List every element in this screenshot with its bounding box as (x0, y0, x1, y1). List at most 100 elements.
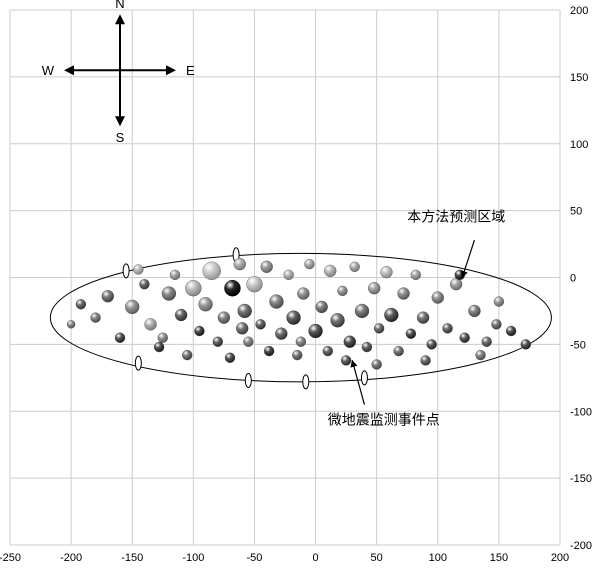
event-point (406, 329, 416, 339)
event-point (355, 304, 369, 318)
event-point (225, 353, 235, 363)
event-point (341, 355, 351, 365)
compass-label-w: W (42, 63, 55, 78)
event-point (482, 337, 492, 347)
event-point (316, 301, 328, 313)
event-point (261, 261, 273, 273)
event-point (133, 264, 143, 274)
event-point (380, 266, 392, 278)
event-point (203, 262, 221, 280)
event-point (506, 326, 516, 336)
x-tick-label: -50 (246, 552, 262, 564)
event-point (398, 288, 410, 300)
x-tick-label: 200 (551, 552, 569, 564)
event-point (236, 322, 248, 334)
event-point (145, 318, 157, 330)
x-tick-label: 50 (371, 552, 383, 564)
event-point (238, 304, 252, 318)
event-point (115, 333, 125, 343)
event-point (199, 297, 213, 311)
event-point (368, 282, 380, 294)
event-point (450, 278, 462, 290)
perforation-marker (245, 373, 251, 387)
compass-label-n: N (115, 0, 124, 11)
event-point (460, 333, 470, 343)
annotation-region-label: 本方法预测区域 (407, 208, 505, 224)
event-point (427, 339, 437, 349)
y-tick-label: -150 (570, 473, 592, 485)
y-tick-label: -100 (570, 406, 592, 418)
event-point (287, 311, 301, 325)
x-tick-label: -250 (0, 552, 21, 564)
event-point (139, 279, 149, 289)
y-tick-label: 200 (570, 5, 588, 17)
event-point (362, 342, 372, 352)
event-point (162, 287, 176, 301)
event-point (494, 297, 504, 307)
event-point (297, 288, 309, 300)
event-point (372, 359, 382, 369)
event-point (304, 259, 314, 269)
y-tick-label: 100 (570, 139, 588, 151)
event-point (344, 336, 356, 348)
event-point (170, 270, 180, 280)
event-point (331, 313, 345, 327)
perforation-marker (361, 371, 367, 385)
y-tick-label: 150 (570, 72, 588, 84)
x-tick-label: 0 (312, 552, 318, 564)
event-point (246, 276, 262, 292)
perforation-marker (135, 356, 141, 370)
event-point (102, 290, 114, 302)
event-point (275, 328, 287, 340)
event-point (337, 286, 347, 296)
compass-label-s: S (116, 130, 125, 145)
event-point (296, 337, 306, 347)
event-point (476, 350, 486, 360)
event-point (443, 323, 453, 333)
event-point (394, 346, 404, 356)
x-tick-label: 100 (429, 552, 447, 564)
x-tick-label: -200 (60, 552, 82, 564)
event-point (154, 342, 164, 352)
y-tick-label: -50 (570, 339, 586, 351)
event-point (67, 320, 75, 328)
y-tick-label: 0 (570, 273, 576, 285)
event-point (234, 258, 246, 270)
event-point (324, 265, 336, 277)
event-point (432, 292, 444, 304)
scatter-chart: -250-200-150-100-50050100150200-200-150-… (0, 0, 605, 576)
y-tick-label: 50 (570, 206, 582, 218)
event-point (269, 295, 283, 309)
event-point (76, 299, 86, 309)
event-point (421, 355, 431, 365)
event-point (194, 326, 204, 336)
event-point (158, 333, 168, 343)
event-point (213, 337, 223, 347)
y-tick-label: -200 (570, 540, 592, 552)
event-point (264, 346, 274, 356)
annotation-event-label: 微地震监测事件点 (328, 412, 440, 428)
event-point (374, 323, 384, 333)
event-point (491, 319, 501, 329)
perforation-marker (303, 375, 309, 389)
perforation-marker (123, 264, 129, 278)
event-point (182, 350, 192, 360)
hub-point (224, 280, 240, 296)
event-point (185, 280, 201, 296)
event-point (411, 270, 421, 280)
event-point (468, 305, 480, 317)
event-point (350, 262, 360, 272)
x-tick-label: 150 (490, 552, 508, 564)
event-point (521, 339, 531, 349)
event-point (323, 346, 333, 356)
event-point (292, 350, 302, 360)
compass-label-e: E (186, 63, 195, 78)
x-tick-label: -100 (182, 552, 204, 564)
event-point (417, 312, 429, 324)
event-point (243, 337, 253, 347)
event-point (175, 309, 187, 321)
x-tick-label: -150 (121, 552, 143, 564)
event-point (284, 270, 294, 280)
event-point (309, 324, 323, 338)
event-point (218, 312, 230, 324)
